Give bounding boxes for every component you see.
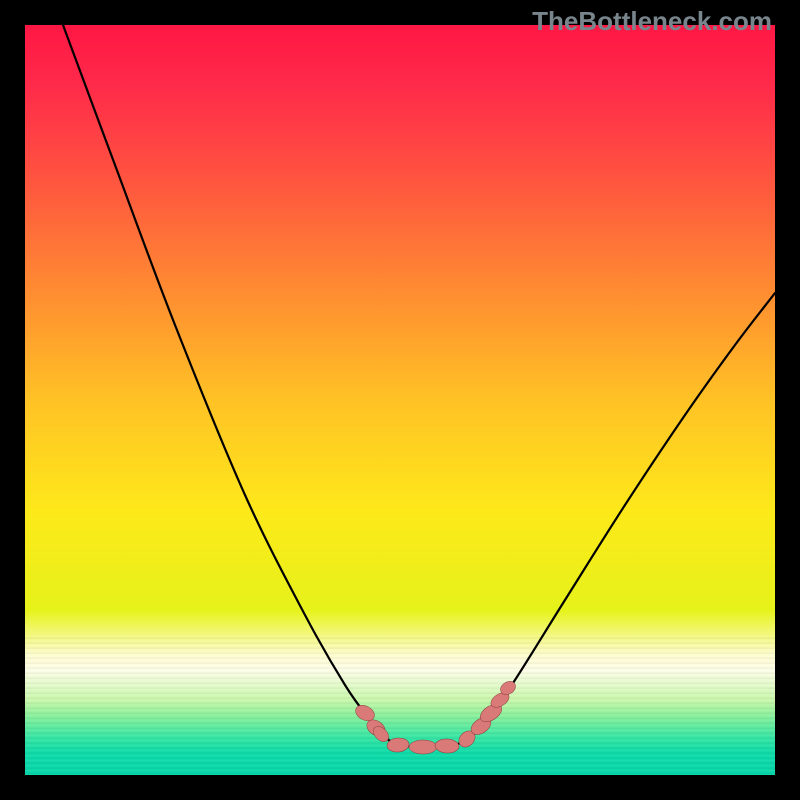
watermark-text: TheBottleneck.com	[532, 6, 772, 37]
plot-area	[25, 25, 775, 775]
chart-svg	[25, 25, 775, 775]
curve-marker	[409, 740, 437, 754]
